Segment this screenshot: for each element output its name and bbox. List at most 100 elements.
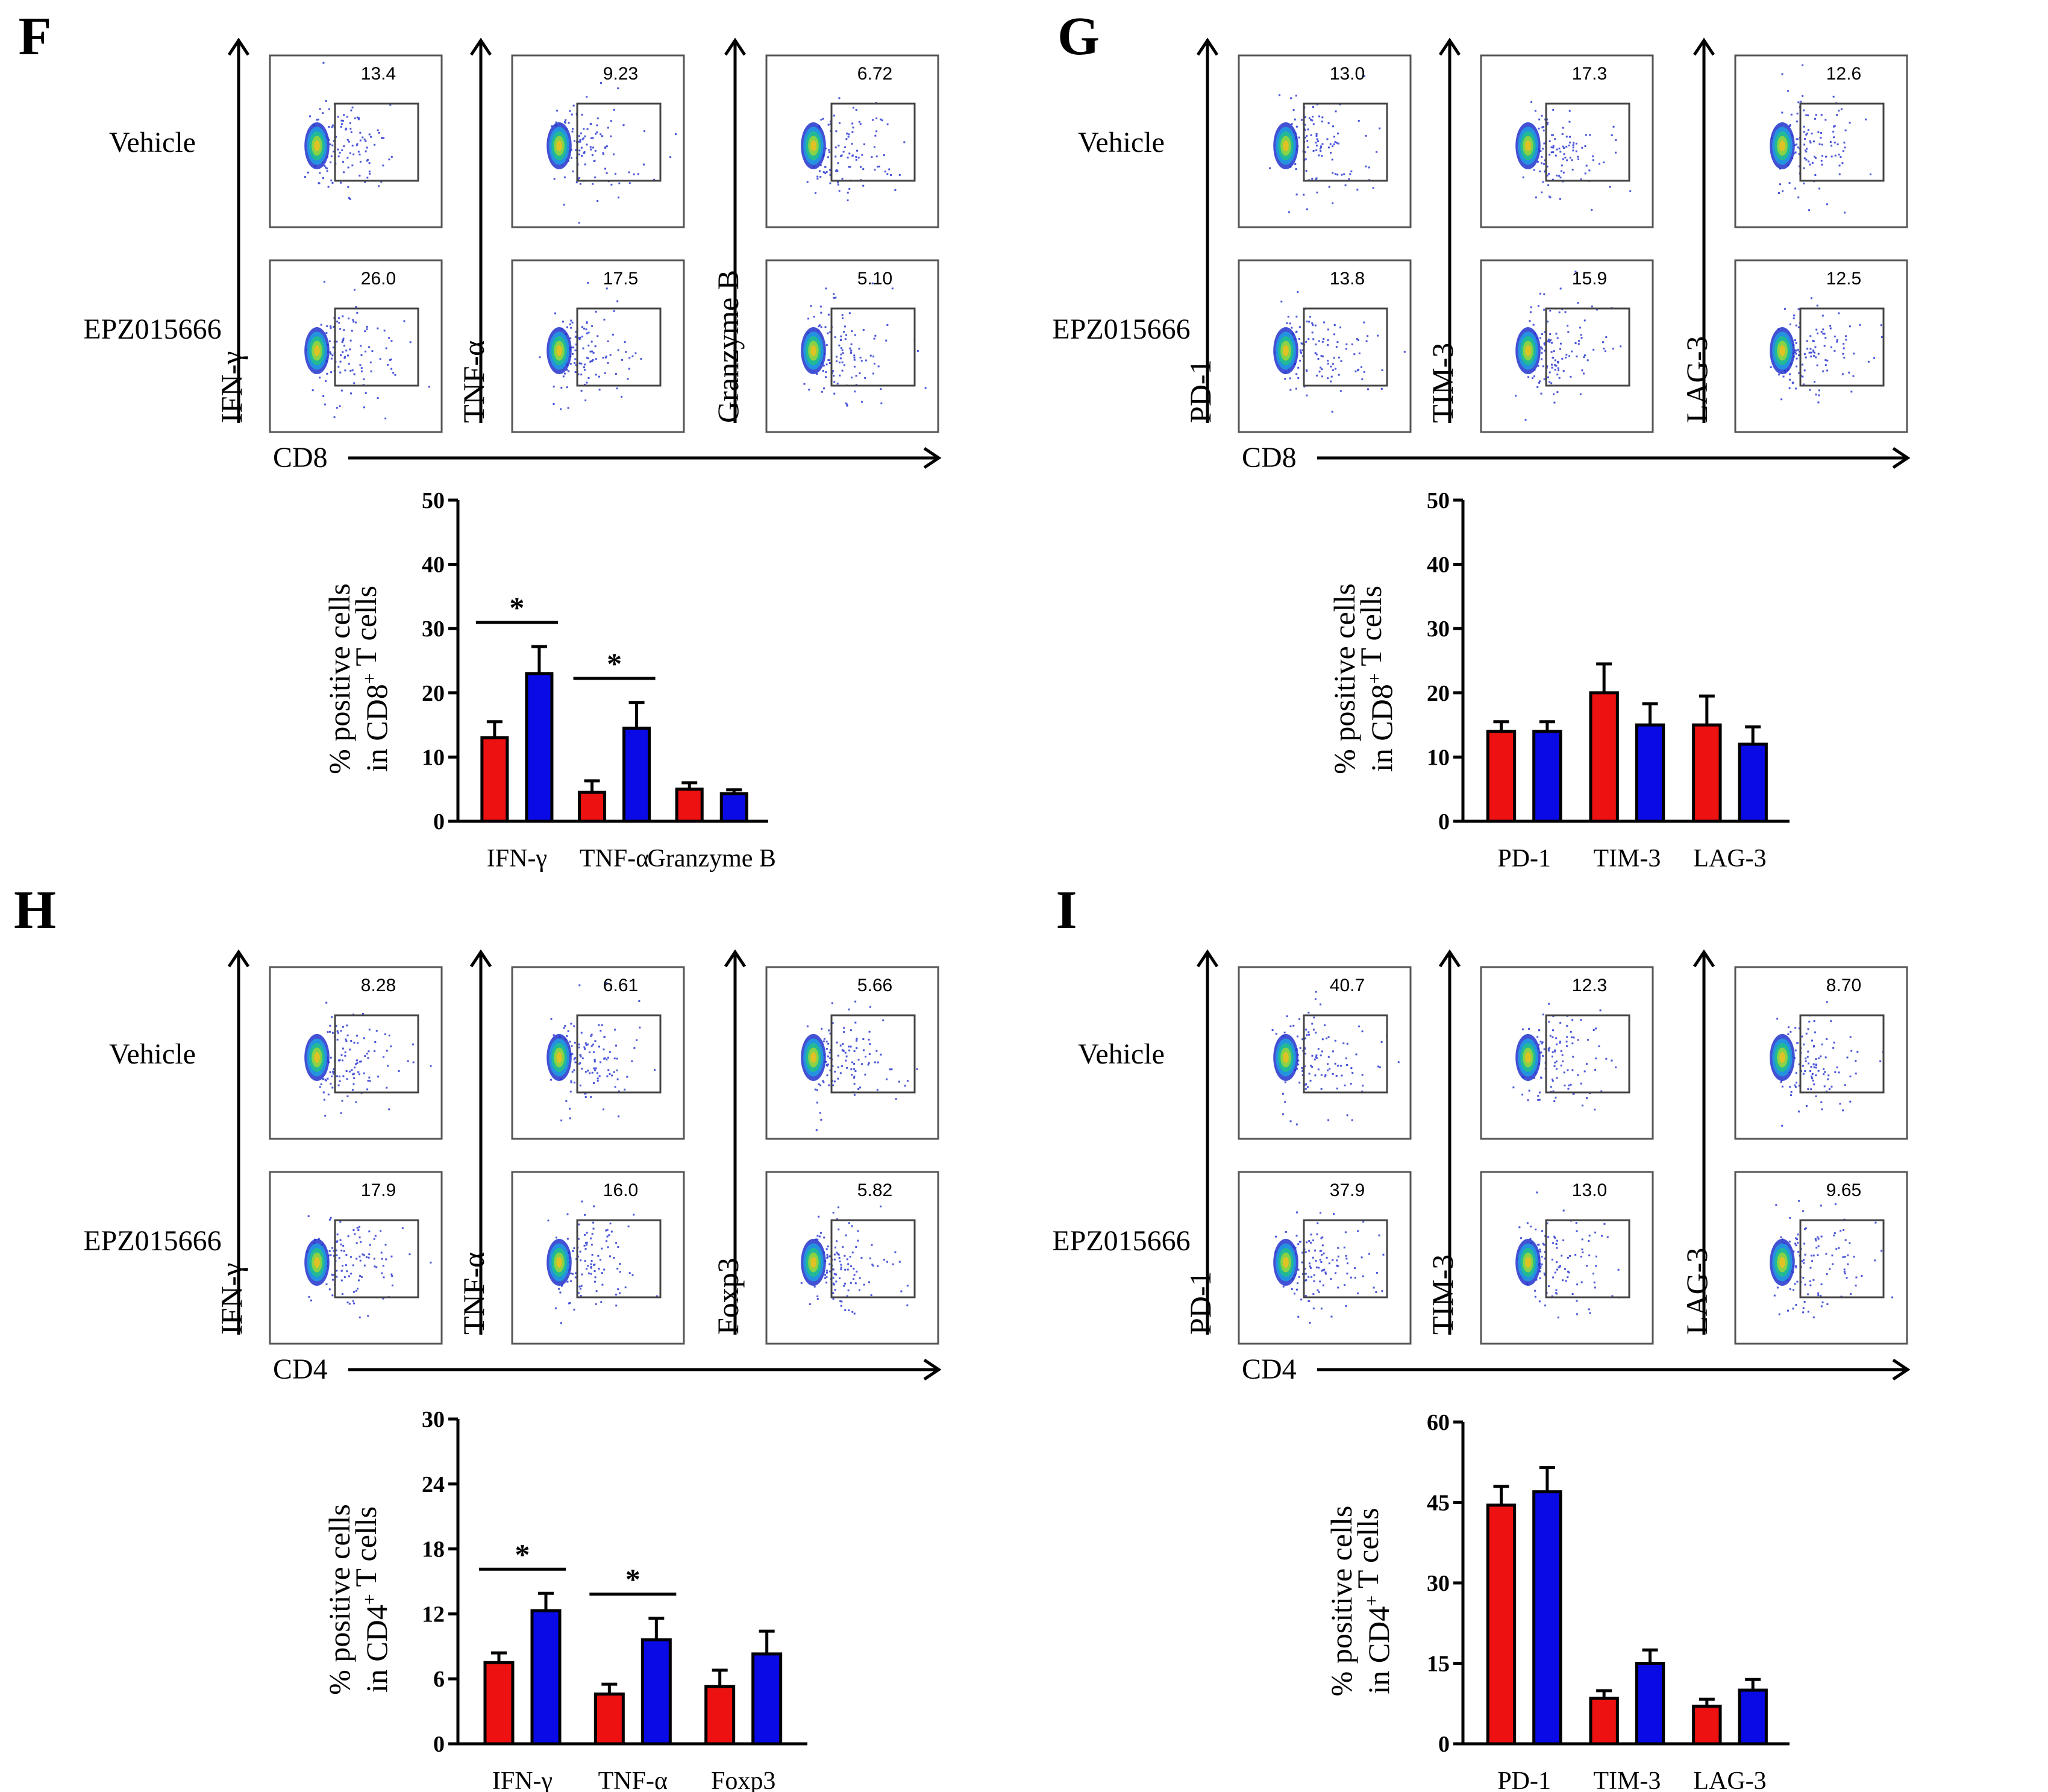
- event-dot: [1592, 155, 1594, 158]
- event-dot: [1316, 1057, 1318, 1059]
- event-dot: [390, 1273, 393, 1276]
- event-dot: [1836, 1066, 1838, 1068]
- event-dot: [1803, 1262, 1805, 1264]
- event-dot: [1823, 1085, 1826, 1088]
- event-dot: [595, 310, 597, 313]
- event-dot: [1538, 127, 1540, 130]
- event-dot: [855, 108, 857, 111]
- event-dot: [1311, 1054, 1314, 1057]
- dot-plot: [765, 259, 939, 433]
- event-dot: [340, 181, 342, 184]
- event-dot: [885, 339, 888, 342]
- event-dot: [1561, 133, 1564, 136]
- event-dot: [822, 369, 824, 372]
- event-dot: [1321, 1253, 1323, 1256]
- event-dot: [377, 327, 379, 330]
- event-dot: [1381, 1290, 1383, 1292]
- event-dot: [1534, 1289, 1536, 1292]
- event-dot: [1291, 123, 1293, 125]
- event-dot: [1814, 117, 1817, 120]
- event-dot: [1309, 1265, 1311, 1268]
- event-dot: [362, 136, 364, 139]
- event-dot: [1826, 369, 1829, 372]
- event-dot: [587, 331, 590, 334]
- event-dot: [1815, 1064, 1818, 1067]
- event-dot: [593, 1067, 595, 1070]
- event-dot: [1562, 1209, 1565, 1212]
- event-dot: [1805, 1227, 1807, 1229]
- event-dot: [832, 1211, 835, 1214]
- event-dot: [859, 123, 862, 125]
- event-dot: [1340, 1065, 1342, 1067]
- event-dot: [596, 124, 598, 127]
- event-dot: [1565, 136, 1568, 138]
- event-dot: [553, 386, 555, 388]
- event-dot: [1574, 342, 1577, 344]
- event-dot: [384, 417, 387, 419]
- event-dot: [854, 1000, 857, 1003]
- plot-frame: [269, 1171, 443, 1345]
- event-dot: [1839, 1103, 1841, 1105]
- event-dot: [1815, 1247, 1818, 1249]
- event-dot: [340, 389, 343, 392]
- event-dot: [1308, 1240, 1311, 1242]
- event-dot: [378, 131, 380, 134]
- event-dot: [838, 190, 841, 192]
- event-dot: [1556, 148, 1558, 151]
- event-dot: [1321, 154, 1323, 157]
- event-dot: [580, 132, 582, 134]
- category-label: TNF-α: [598, 1767, 668, 1792]
- event-dot: [1825, 1253, 1827, 1255]
- event-dot: [846, 404, 848, 407]
- event-dot: [325, 99, 327, 102]
- event-dot: [1552, 134, 1554, 136]
- event-dot: [613, 1057, 616, 1060]
- event-dot: [844, 1255, 846, 1257]
- event-dot: [1855, 1060, 1857, 1062]
- event-dot: [674, 133, 677, 136]
- bar-epz015666: [1738, 1688, 1768, 1746]
- event-dot: [1524, 419, 1527, 421]
- event-dot: [1306, 146, 1309, 148]
- event-dot: [814, 1088, 816, 1091]
- event-dot: [570, 327, 572, 329]
- event-dot: [601, 1272, 603, 1274]
- event-dot: [1295, 373, 1298, 375]
- event-dot: [1806, 1056, 1809, 1058]
- event-dot: [853, 1063, 856, 1065]
- event-dot: [1321, 340, 1324, 343]
- event-dot: [855, 375, 857, 377]
- event-dot: [1553, 1235, 1556, 1238]
- event-dot: [367, 1315, 369, 1317]
- event-dot: [330, 180, 333, 182]
- event-dot: [880, 388, 882, 390]
- event-dot: [1556, 374, 1559, 376]
- event-dot: [1314, 352, 1317, 354]
- event-dot: [851, 131, 854, 133]
- event-dot: [351, 164, 354, 167]
- event-dot: [840, 347, 842, 349]
- event-dot: [836, 1252, 838, 1254]
- event-dot: [1836, 339, 1838, 341]
- event-dot: [1615, 139, 1617, 142]
- event-dot: [1329, 143, 1332, 145]
- event-dot: [1540, 1077, 1542, 1079]
- event-dot: [1274, 1235, 1277, 1238]
- event-dot: [838, 1253, 840, 1256]
- event-dot: [341, 1100, 343, 1102]
- event-dot: [825, 1271, 828, 1274]
- event-dot: [855, 158, 857, 161]
- event-dot: [602, 357, 604, 359]
- event-dot: [825, 376, 827, 378]
- event-dot: [1813, 1020, 1815, 1023]
- event-dot: [1615, 1066, 1617, 1068]
- event-dot: [1869, 173, 1871, 175]
- event-dot: [1578, 340, 1580, 342]
- event-dot: [840, 1268, 842, 1271]
- event-dot: [1815, 328, 1818, 331]
- event-dot: [1315, 991, 1317, 993]
- event-dot: [384, 1244, 387, 1246]
- event-dot: [615, 1305, 618, 1307]
- event-dot: [1332, 145, 1334, 148]
- gate-box: [1303, 307, 1388, 387]
